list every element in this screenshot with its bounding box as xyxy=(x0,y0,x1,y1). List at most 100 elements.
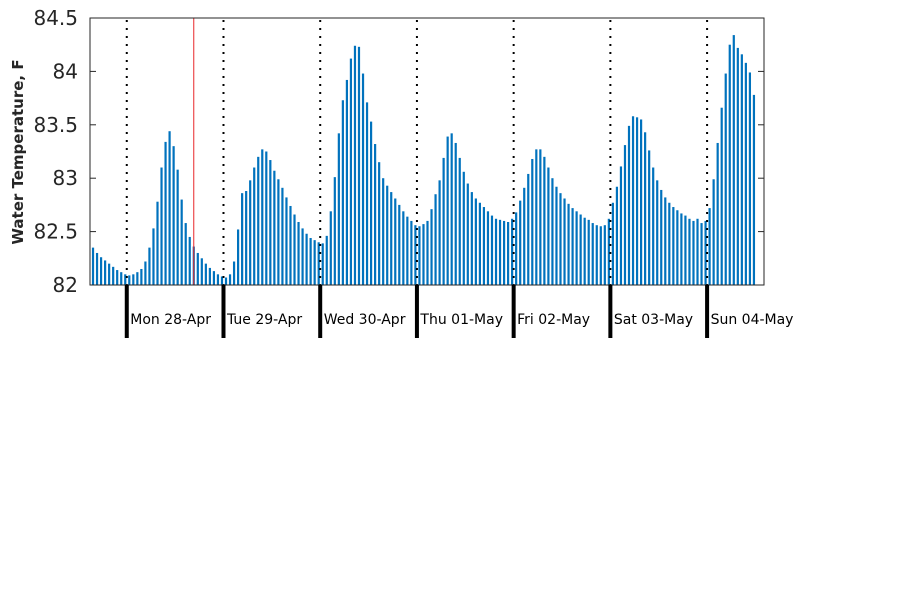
temperature-bar xyxy=(245,191,248,285)
day-label: Sat 03-May xyxy=(614,312,693,328)
temperature-bar xyxy=(152,228,155,285)
temperature-bar xyxy=(160,167,163,285)
temperature-bar xyxy=(378,162,381,285)
temperature-bar xyxy=(317,242,320,285)
temperature-bar xyxy=(454,142,457,285)
temperature-bar xyxy=(374,144,377,285)
temperature-bar xyxy=(498,219,502,285)
temperature-bar xyxy=(591,223,594,285)
temperature-bar xyxy=(482,207,486,285)
temperature-bar xyxy=(474,198,477,285)
temperature-bar xyxy=(220,276,224,285)
temperature-bar xyxy=(664,197,667,285)
temperature-bar xyxy=(402,211,405,285)
temperature-bar xyxy=(607,218,610,285)
temperature-bar xyxy=(265,151,268,285)
temperature-bar xyxy=(309,238,312,285)
temperature-bar xyxy=(293,214,296,285)
temperature-bar xyxy=(511,218,514,285)
temperature-bar xyxy=(603,225,606,285)
temperature-bar xyxy=(410,220,413,285)
temperature-bar xyxy=(156,201,159,285)
temperature-bar xyxy=(232,261,236,285)
temperature-bar xyxy=(228,274,232,285)
y-tick-label: 84.5 xyxy=(33,6,78,30)
temperature-bar xyxy=(523,187,526,285)
temperature-bar xyxy=(627,125,631,286)
temperature-bar xyxy=(313,240,316,285)
temperature-bar xyxy=(341,100,344,286)
temperature-bar xyxy=(676,210,679,285)
temperature-bar xyxy=(619,166,623,285)
temperature-bar xyxy=(595,225,598,285)
y-tick-label: 84 xyxy=(53,59,78,83)
temperature-bar xyxy=(635,117,639,285)
temperature-bar xyxy=(692,220,695,285)
temperature-bar xyxy=(458,157,461,285)
y-tick-label: 82.5 xyxy=(33,220,78,244)
temperature-bar xyxy=(349,58,353,285)
temperature-bar xyxy=(325,235,328,285)
temperature-bar xyxy=(241,193,244,285)
temperature-bar xyxy=(289,205,292,285)
temperature-bar xyxy=(438,180,441,285)
temperature-bar xyxy=(567,203,570,285)
temperature-bar xyxy=(716,142,719,285)
temperature-bar xyxy=(394,198,397,285)
temperature-bar xyxy=(398,204,401,285)
x-axis: Mon 28-Apr Tue 29-Apr Wed 30-Apr Thu 01-May… xyxy=(124,285,793,338)
temperature-bar xyxy=(164,141,167,285)
temperature-bar xyxy=(752,94,756,286)
temperature-bar xyxy=(390,192,393,285)
temperature-bar xyxy=(446,136,449,285)
temperature-bar xyxy=(184,223,187,285)
temperature-bar xyxy=(736,47,739,286)
temperature-bar xyxy=(148,247,151,285)
temperature-bar xyxy=(684,215,687,285)
temperature-bar xyxy=(204,263,207,285)
temperature-bar xyxy=(112,266,115,285)
temperature-bar xyxy=(277,179,280,285)
temperature-bar xyxy=(462,171,465,285)
temperature-bar xyxy=(486,211,490,285)
temperature-bar xyxy=(200,258,203,285)
day-label: Mon 28-Apr xyxy=(130,312,211,328)
temperature-bar xyxy=(329,211,332,285)
temperature-bar xyxy=(478,202,481,285)
temperature-bar xyxy=(656,180,659,285)
temperature-bar xyxy=(502,220,506,285)
temperature-bar xyxy=(531,158,534,285)
temperature-bar xyxy=(519,200,522,285)
temperature-bar xyxy=(124,274,127,285)
temperature-bar xyxy=(559,193,562,285)
temperature-bar xyxy=(470,192,473,285)
temperature-bar xyxy=(724,73,727,285)
temperature-bar xyxy=(285,197,288,285)
temperature-bar xyxy=(700,223,703,285)
temperature-bar xyxy=(333,177,336,285)
day-label: Wed 30-Apr xyxy=(324,312,406,328)
temperature-bar xyxy=(680,213,683,285)
temperature-bar xyxy=(365,102,369,286)
temperature-bar xyxy=(180,199,183,285)
temperature-bar xyxy=(442,157,445,285)
temperature-bar xyxy=(426,220,429,285)
day-label: Fri 02-May xyxy=(517,312,590,328)
temperature-bar xyxy=(660,189,663,285)
temperature-bar xyxy=(547,167,550,285)
temperature-bar xyxy=(644,132,647,285)
temperature-bar xyxy=(361,73,365,285)
temperature-bar xyxy=(95,252,99,285)
temperature-bar xyxy=(337,133,340,285)
temperature-bar xyxy=(91,247,95,285)
temperature-bar xyxy=(261,149,264,285)
temperature-bar xyxy=(579,214,582,285)
temperature-bar xyxy=(704,220,707,285)
temperature-bar xyxy=(728,44,731,286)
temperature-bar xyxy=(712,179,715,285)
bar-series xyxy=(91,35,756,286)
temperature-bar xyxy=(116,270,119,285)
temperature-bar xyxy=(466,183,469,285)
day-label: Tue 29-Apr xyxy=(226,312,302,328)
temperature-bar xyxy=(672,207,675,285)
